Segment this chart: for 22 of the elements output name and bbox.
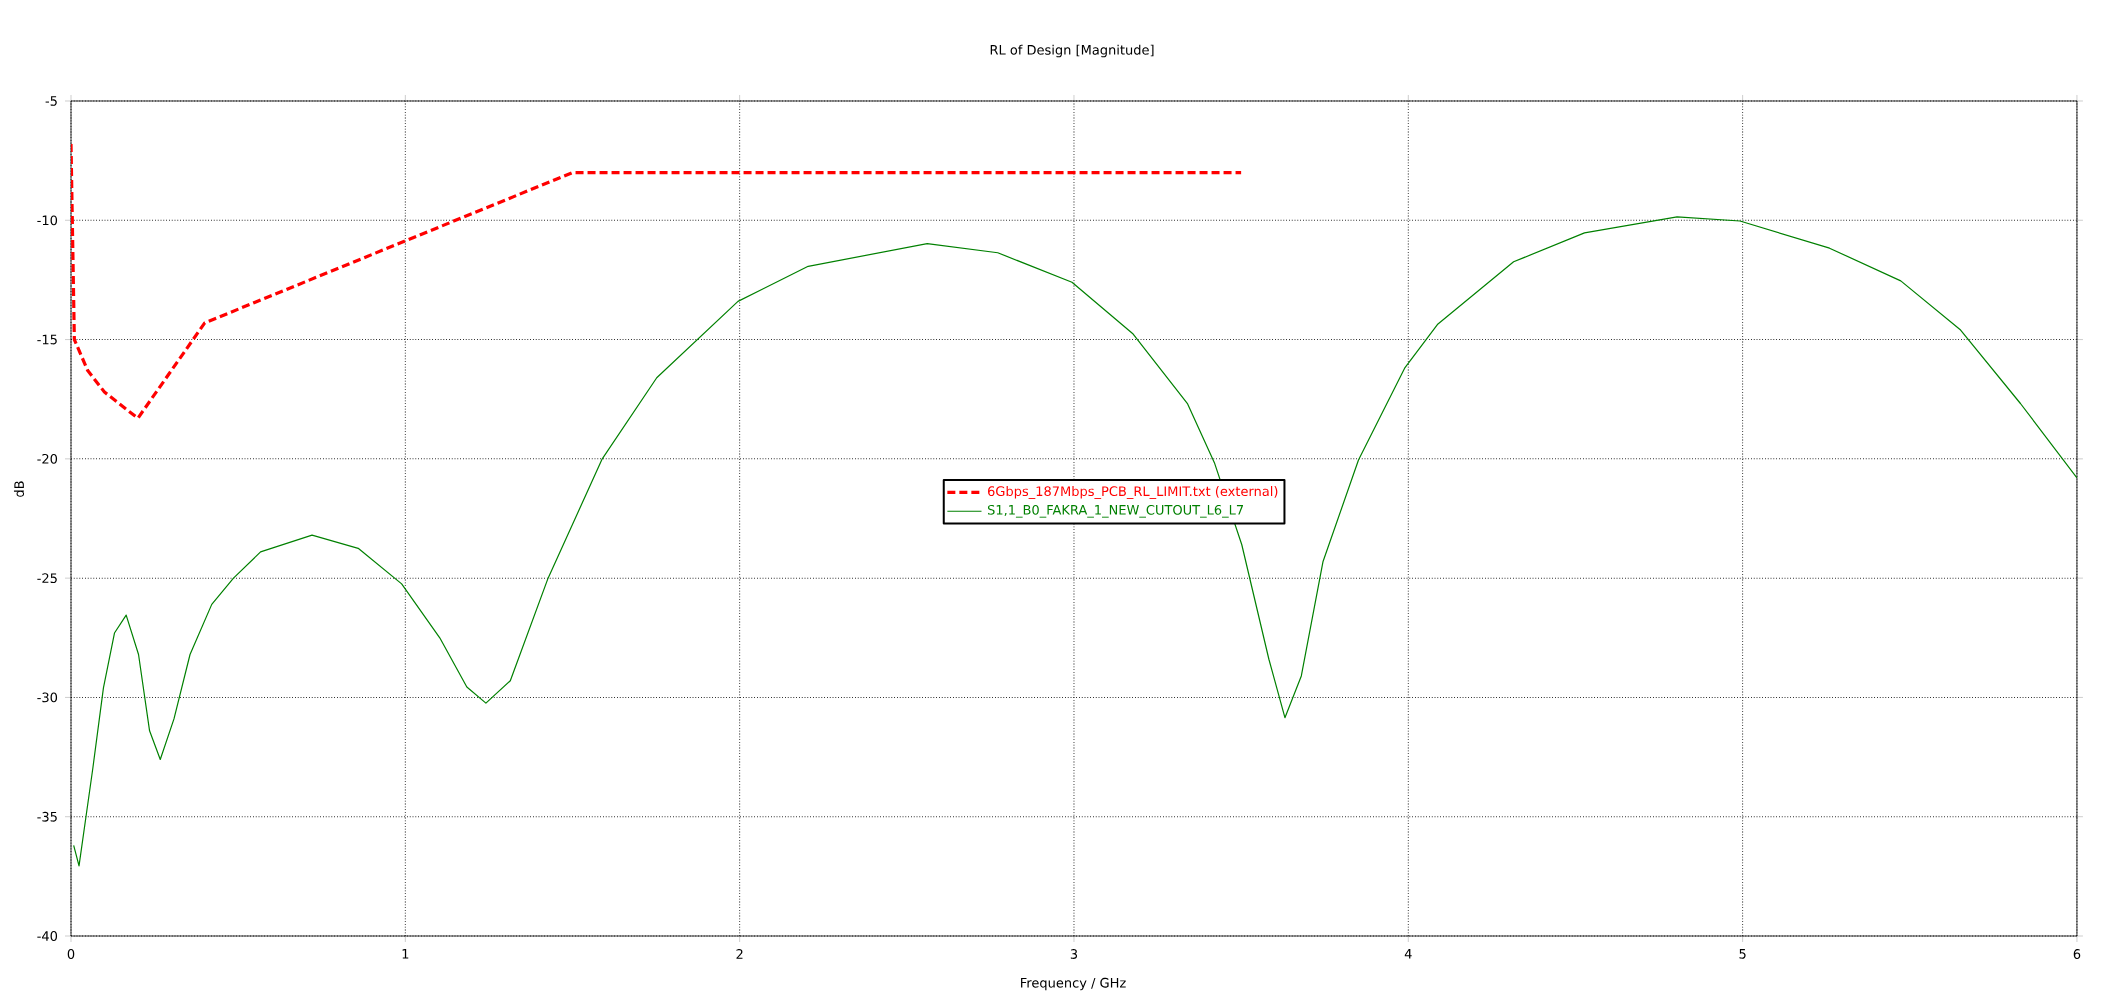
x-axis-title: Frequency / GHz — [1021, 977, 1126, 991]
legend-label: 6Gbps_187Mbps_PCB_RL_LIMIT.txt (external) — [988, 486, 1278, 499]
y-tick-label: -15 — [37, 334, 57, 345]
line-series — [73, 216, 2077, 867]
y-tick-label: -40 — [37, 931, 58, 941]
x-tick-label: 1 — [402, 949, 409, 959]
y-tick-label: -5 — [45, 96, 57, 106]
x-tick-label: 0 — [67, 949, 75, 959]
x-tick-label: 2 — [736, 949, 743, 959]
y-tick-label: -30 — [37, 692, 58, 703]
x-tick-label: 6 — [2073, 949, 2081, 959]
x-tick-label: 3 — [1070, 949, 1078, 959]
y-tick-label: -35 — [37, 811, 57, 822]
chart-title: RL of Design [Magnitude] — [990, 44, 1154, 58]
legend-label: S1,1_B0_FAKRA_1_NEW_CUTOUT_L6_L7 — [987, 504, 1243, 518]
line-series — [71, 142, 1243, 420]
x-tick-label: 5 — [1739, 949, 1746, 959]
y-tick-label: -25 — [37, 573, 57, 584]
x-tick-label: 4 — [1404, 949, 1412, 959]
y-axis-title: dB — [13, 481, 25, 497]
y-tick-label: -20 — [37, 453, 58, 464]
y-tick-label: -10 — [37, 215, 58, 226]
